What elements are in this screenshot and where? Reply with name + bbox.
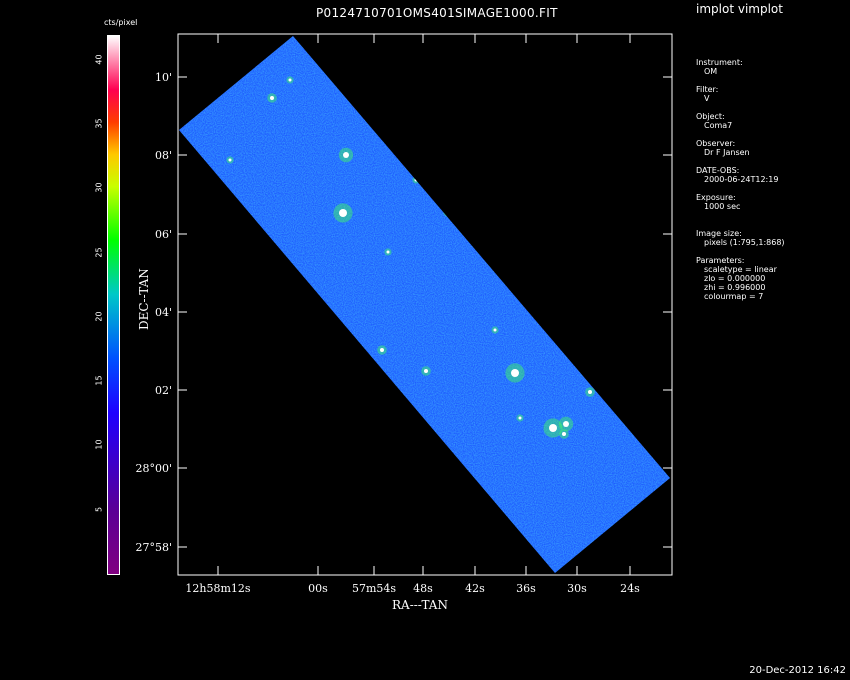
info-value: zlo = 0.000000 bbox=[704, 274, 766, 283]
star bbox=[563, 421, 569, 427]
colorbar-unit: cts/pixel bbox=[104, 18, 138, 27]
info-block: Image size: pixels (1:795,1:868) bbox=[696, 229, 785, 247]
tool-name: implot vimplot bbox=[696, 2, 783, 16]
x-tick-label: 24s bbox=[620, 582, 640, 595]
plot-frame bbox=[177, 33, 673, 576]
star bbox=[424, 369, 428, 373]
star bbox=[380, 348, 384, 352]
info-value: zhi = 0.996000 bbox=[704, 283, 766, 292]
info-value: 1000 sec bbox=[704, 202, 741, 211]
info-block: DATE-OBS: 2000-06-24T12:19 bbox=[696, 166, 785, 184]
info-value: V bbox=[704, 94, 710, 103]
x-tick-label: 57m54s bbox=[352, 582, 396, 595]
star bbox=[339, 209, 347, 217]
star bbox=[228, 158, 232, 162]
star bbox=[288, 78, 292, 82]
star bbox=[549, 424, 557, 432]
info-block: zhi = 0.996000 bbox=[696, 283, 785, 292]
x-tick-label: 42s bbox=[465, 582, 485, 595]
x-tick-label: 48s bbox=[413, 582, 433, 595]
star bbox=[386, 250, 390, 254]
info-block: Object: Coma7 bbox=[696, 112, 785, 130]
star-halo bbox=[412, 176, 420, 184]
y-axis-label: DEC--TAN bbox=[137, 268, 151, 330]
y-tick-label: 08' bbox=[155, 149, 172, 162]
star bbox=[518, 416, 522, 420]
info-label: Image size: bbox=[696, 229, 742, 238]
info-label: Instrument: bbox=[696, 58, 743, 67]
y-tick-label: 04' bbox=[155, 306, 172, 319]
info-value: pixels (1:795,1:868) bbox=[704, 238, 785, 247]
info-label: Filter: bbox=[696, 85, 719, 94]
info-panel: Instrument: OM Filter: V Object: Coma7 Observe… bbox=[696, 58, 785, 310]
info-value: 2000-06-24T12:19 bbox=[704, 175, 779, 184]
star bbox=[414, 178, 418, 182]
info-label: DATE-OBS: bbox=[696, 166, 740, 175]
y-tick-label: 27°58' bbox=[135, 541, 172, 554]
y-tick-label: 02' bbox=[155, 384, 172, 397]
y-tick-label: 10' bbox=[155, 71, 172, 84]
colorbar bbox=[107, 35, 120, 575]
info-block: zlo = 0.000000 bbox=[696, 274, 785, 283]
info-value: colourmap = 7 bbox=[704, 292, 764, 301]
info-value: Dr F Jansen bbox=[704, 148, 750, 157]
y-tick-label: 06' bbox=[155, 228, 172, 241]
star bbox=[446, 210, 450, 214]
image-noise bbox=[179, 36, 670, 573]
info-label: Object: bbox=[696, 112, 725, 121]
x-axis-label: RA---TAN bbox=[392, 598, 448, 612]
info-label: Parameters: bbox=[696, 256, 745, 265]
x-tick-label: 30s bbox=[567, 582, 587, 595]
star bbox=[493, 328, 497, 332]
info-block: Observer: Dr F Jansen bbox=[696, 139, 785, 157]
x-tick-label: 12h58m12s bbox=[185, 582, 251, 595]
image-title: P0124710701OMS401SIMAGE1000.FIT bbox=[316, 6, 558, 20]
star bbox=[270, 96, 274, 100]
stars bbox=[226, 76, 595, 439]
x-tick-label: 00s bbox=[308, 582, 328, 595]
info-block: Exposure: 1000 sec bbox=[696, 193, 785, 211]
star bbox=[588, 390, 592, 394]
info-label: Exposure: bbox=[696, 193, 736, 202]
x-tick-label: 36s bbox=[516, 582, 536, 595]
info-block: Parameters: scaletype = linear bbox=[696, 256, 785, 274]
info-block: Filter: V bbox=[696, 85, 785, 103]
star bbox=[511, 369, 519, 377]
star bbox=[343, 152, 349, 158]
info-block: colourmap = 7 bbox=[696, 292, 785, 301]
axes: 12h58m12s 00s 57m54s 48s 42s 36s 30s 24s 27°58' 2… bbox=[135, 34, 672, 595]
info-label: Observer: bbox=[696, 139, 736, 148]
info-value: Coma7 bbox=[704, 121, 733, 130]
info-block: Instrument: OM bbox=[696, 58, 785, 76]
footer-timestamp: 20-Dec-2012 16:42 bbox=[749, 665, 846, 676]
star-halo bbox=[443, 207, 453, 217]
info-value: scaletype = linear bbox=[704, 265, 777, 274]
y-tick-label: 28°00' bbox=[135, 462, 172, 475]
star bbox=[562, 432, 566, 436]
info-value: OM bbox=[704, 67, 718, 76]
